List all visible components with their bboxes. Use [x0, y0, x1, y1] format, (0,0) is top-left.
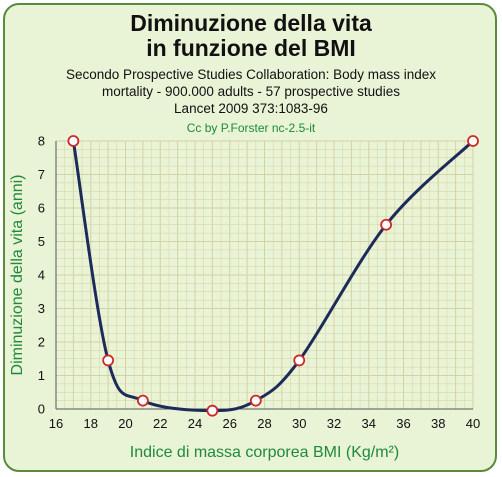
x-tick-label: 30: [292, 416, 306, 431]
credit-text: Cc by P.Forster nc-2.5-it: [186, 121, 316, 135]
x-tick-label: 22: [153, 416, 167, 431]
data-point: [206, 404, 219, 417]
chart-grid: [55, 140, 474, 410]
data-point: [67, 135, 80, 147]
chart-title-line2: in funzione del BMI: [146, 35, 356, 61]
data-point: [136, 394, 149, 407]
data-point: [293, 354, 306, 367]
data-points: [67, 135, 479, 417]
data-point: [102, 354, 115, 367]
x-tick-labels: 16 18 20 22 24 26 28 30 32 34 36 38 40: [49, 416, 480, 431]
y-tick-label: 5: [38, 234, 45, 249]
y-tick-label: 7: [38, 167, 45, 182]
x-tick-label: 28: [257, 416, 271, 431]
data-point: [249, 394, 262, 407]
x-tick-label: 16: [49, 416, 63, 431]
x-tick-label: 20: [118, 416, 132, 431]
x-tick-label: 40: [466, 416, 480, 431]
x-tick-label: 34: [362, 416, 376, 431]
y-tick-label: 3: [38, 301, 45, 316]
y-tick-label: 6: [38, 201, 45, 216]
y-tick-labels: 0 1 2 3 4 5 6 7 8: [38, 134, 45, 417]
x-tick-label: 32: [327, 416, 341, 431]
y-tick-label: 0: [38, 402, 45, 417]
chart-subtitle-line3: Lancet 2009 373:1083-96: [174, 101, 328, 116]
chart-subtitle-line2: mortality - 900.000 adults - 57 prospect…: [102, 84, 400, 99]
x-tick-label: 26: [223, 416, 237, 431]
chart-axes: [55, 141, 473, 410]
y-tick-label: 8: [38, 134, 45, 149]
x-tick-label: 24: [188, 416, 202, 431]
data-point: [380, 218, 393, 231]
chart-subtitle-line1: Secondo Prospective Studies Collaboratio…: [66, 67, 436, 82]
x-tick-label: 38: [431, 416, 445, 431]
y-tick-label: 2: [38, 335, 45, 350]
chart-title-line1: Diminuzione della vita: [130, 10, 372, 36]
chart-frame: [3, 3, 497, 472]
x-tick-label: 18: [84, 416, 98, 431]
x-tick-label: 36: [396, 416, 410, 431]
y-tick-label: 1: [38, 368, 45, 383]
y-axis-label: Diminuzione della vita (anni): [9, 175, 26, 376]
x-axis-label: Indice di massa corporea BMI (Kg/m²): [130, 444, 399, 461]
data-point: [467, 135, 479, 147]
y-tick-label: 4: [38, 268, 45, 283]
